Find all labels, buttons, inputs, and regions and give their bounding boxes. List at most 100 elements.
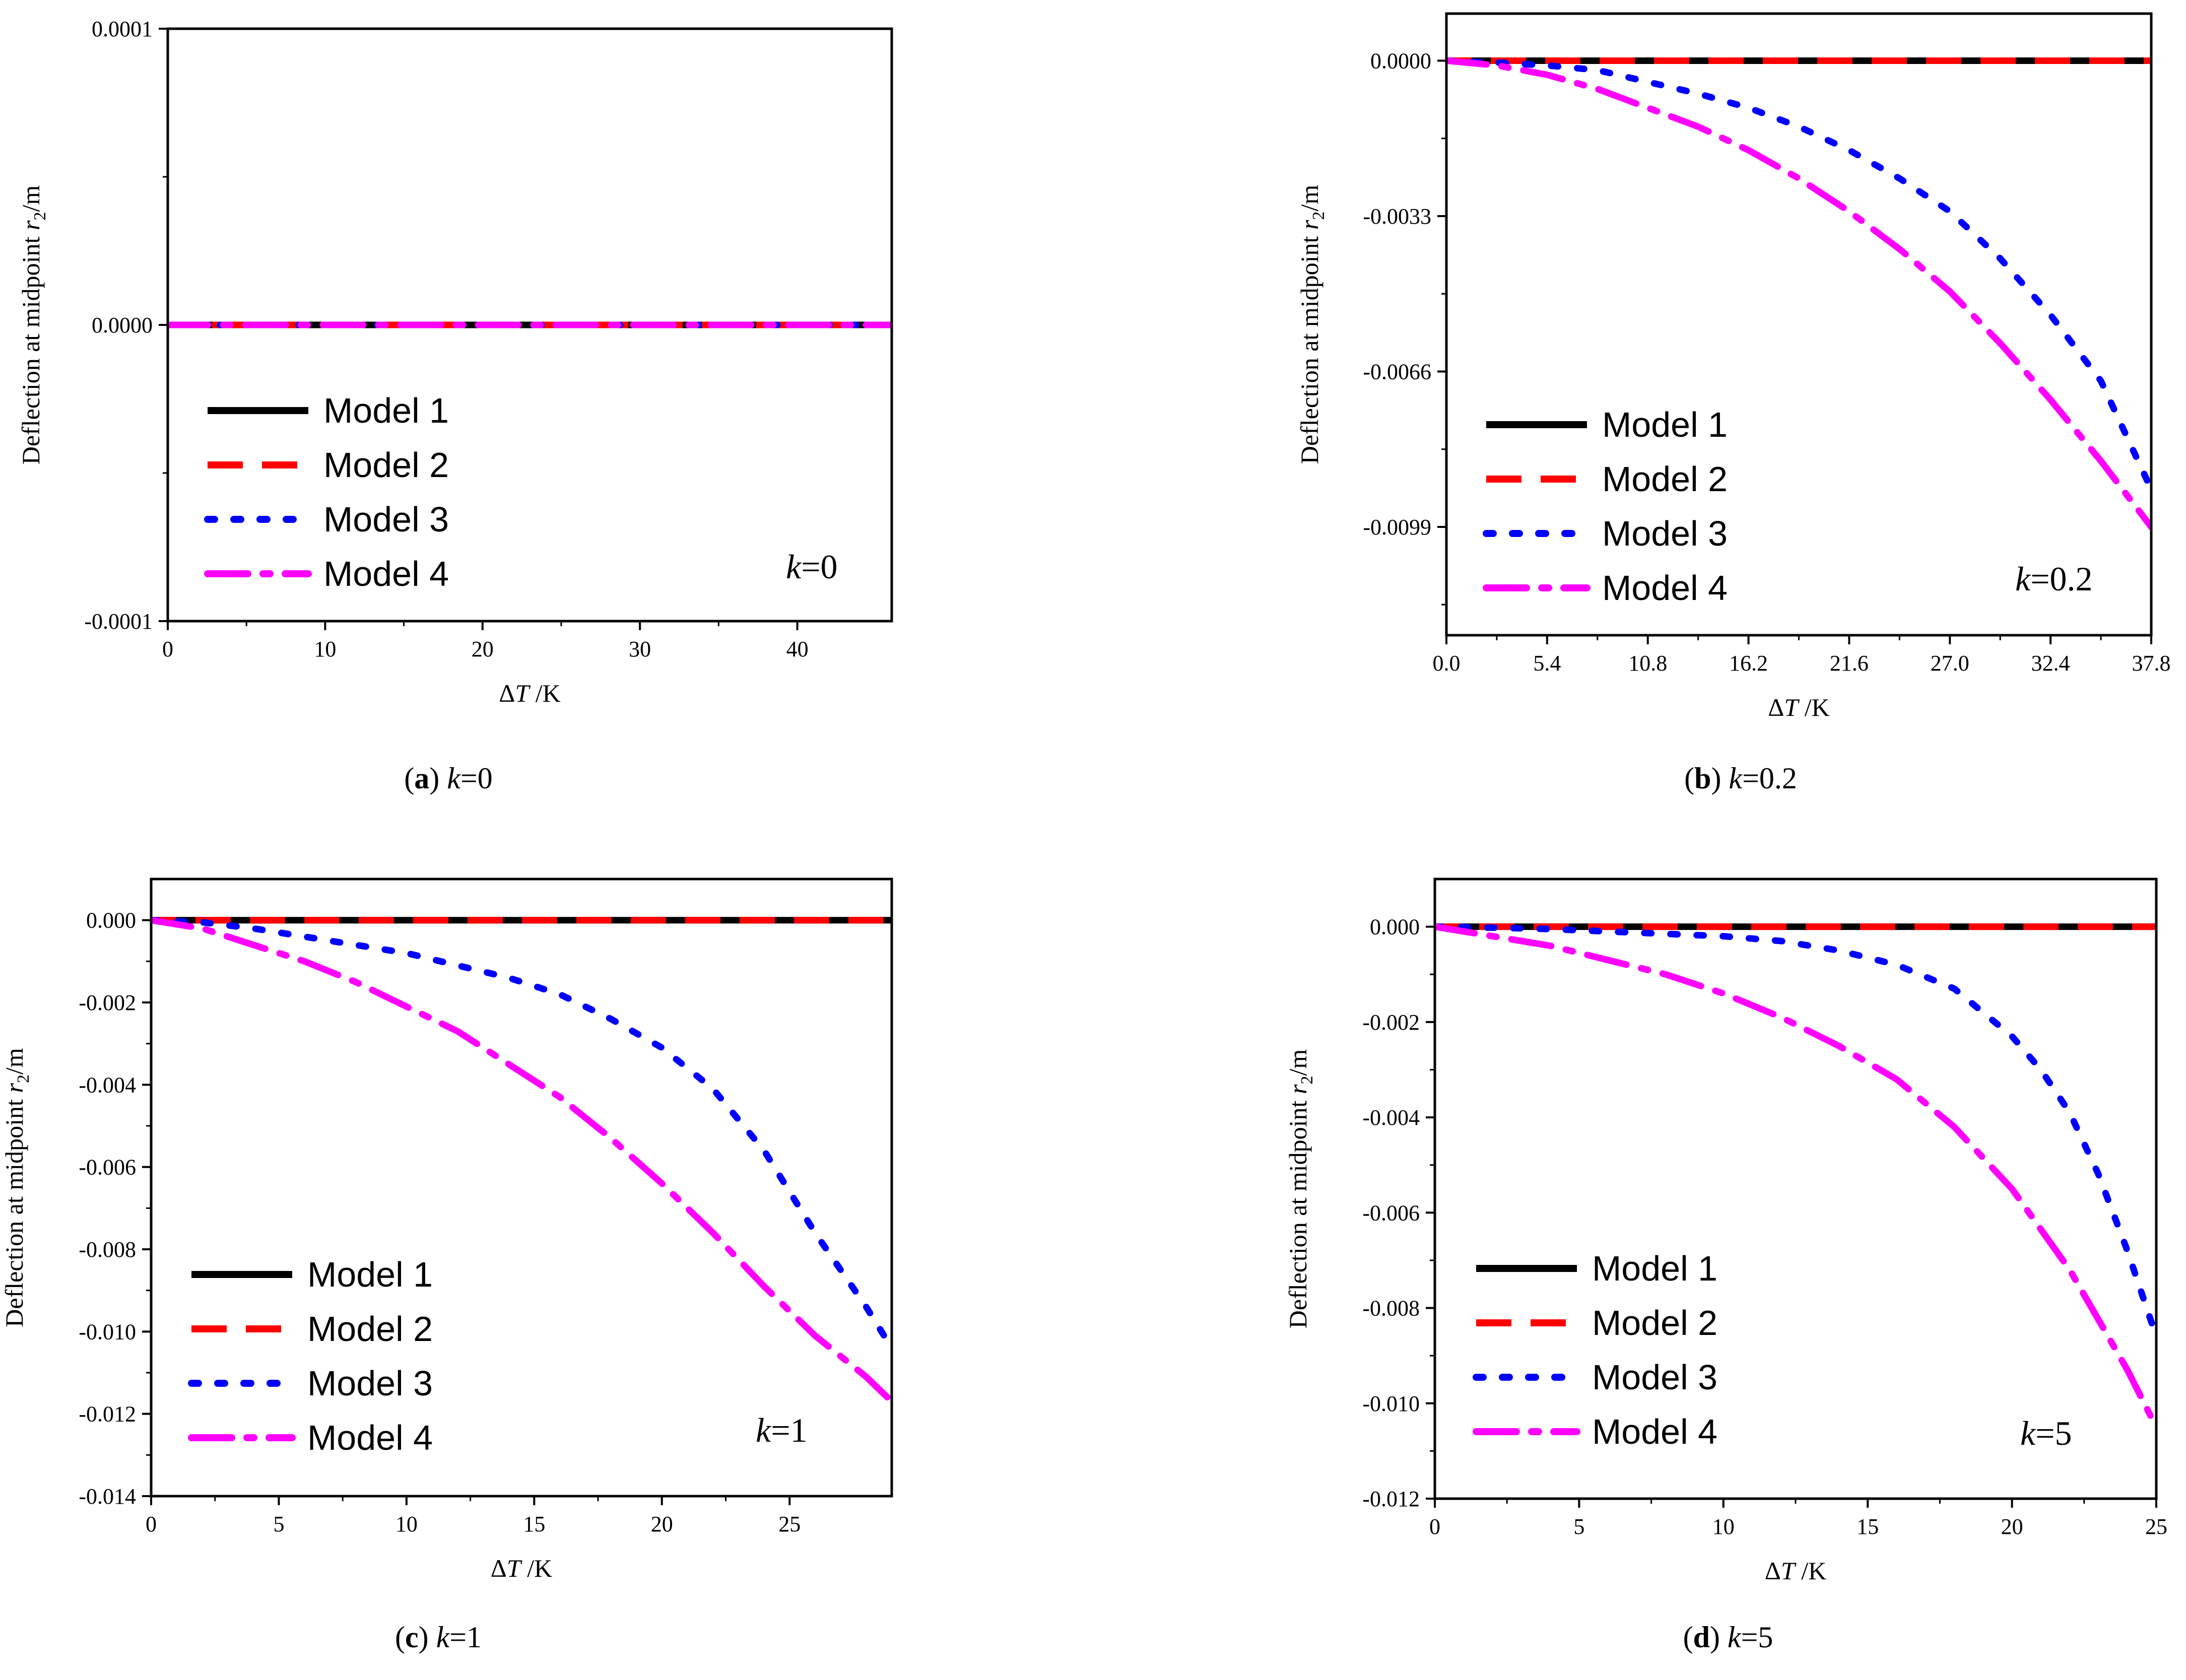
caption-paren-open: (: [395, 1621, 405, 1654]
x-tick-label: 16.2: [1729, 651, 1768, 676]
y-tick-label: -0.010: [1362, 1391, 1420, 1416]
x-axis-title-unit: /K: [1795, 1557, 1827, 1585]
legend-label-model-1: Model 1: [323, 391, 449, 430]
caption-paren-close: ): [429, 762, 447, 795]
x-axis-title-var: T: [507, 1554, 522, 1582]
y-tick-label: -0.0066: [1363, 359, 1431, 384]
caption-letter: a: [414, 762, 429, 795]
y-tick-label: -0.004: [79, 1072, 136, 1097]
x-axis-title: ΔT /K: [1765, 1557, 1826, 1585]
x-tick-label: 21.6: [1830, 651, 1869, 676]
y-axis-title-unit: /m: [17, 185, 45, 212]
caption-paren-open: (: [1683, 1621, 1693, 1654]
y-tick-label: -0.012: [79, 1402, 136, 1427]
y-axis-title-sub: 2: [1298, 1076, 1316, 1085]
panel-annotation-k: k: [786, 548, 802, 586]
chart-panel-b: 0.0 5.4 10.8 16.2 21.6 27.0 32.4 37.8 0.0000 -0.0…: [1295, 12, 2171, 795]
x-tick-label: 10: [1712, 1514, 1735, 1539]
y-tick-label: -0.004: [1362, 1105, 1420, 1130]
y-tick-label: 0.0000: [92, 313, 153, 338]
caption-k: k: [1728, 1621, 1742, 1654]
legend-label-model-4: Model 4: [307, 1418, 433, 1457]
caption-paren-close: ): [419, 1621, 436, 1654]
y-axis-title-var: r: [1295, 220, 1323, 230]
caption-k: k: [436, 1621, 450, 1654]
series-group: [1435, 923, 2156, 1431]
y-axis-title: Deflection at midpoint r2/m: [1295, 185, 1328, 464]
y-tick-label: -0.014: [79, 1484, 136, 1509]
legend-label-model-4: Model 4: [1592, 1412, 1717, 1451]
plot-frame: [150, 878, 893, 1498]
y-tick-label: -0.002: [79, 990, 136, 1015]
y-axis-title-text: Deflection at midpoint: [1295, 230, 1323, 464]
panel-annotation-value: =0: [801, 548, 837, 586]
panel-caption: (c) k=1: [395, 1621, 482, 1654]
y-axis-title-unit: /m: [0, 1048, 28, 1074]
x-axis-title-delta: Δ: [491, 1554, 507, 1582]
y-axis-title-var: r: [0, 1083, 28, 1093]
x-tick-label: 20: [2001, 1514, 2023, 1539]
x-axis-title-unit: /K: [529, 679, 561, 707]
y-tick-label: 0.0001: [92, 17, 153, 41]
legend-label-model-3: Model 3: [1602, 514, 1728, 553]
legend: Model 1 Model 2 Model 3 Model 4: [1483, 405, 1728, 608]
legend-label-model-3: Model 3: [307, 1364, 433, 1403]
x-tick-label: 0: [162, 637, 173, 661]
x-axis-title: ΔT /K: [1768, 693, 1829, 721]
x-axis-title-delta: Δ: [1768, 693, 1784, 721]
caption-letter: b: [1694, 762, 1711, 795]
panel-annotation: k=0.2: [2015, 560, 2093, 598]
y-axis-title-text: Deflection at midpoint: [0, 1093, 28, 1327]
x-tick-label: 20: [651, 1512, 673, 1536]
y-axis-title-sub: 2: [31, 212, 49, 221]
legend-label-model-2: Model 2: [323, 445, 449, 485]
y-tick-label: 0.000: [86, 908, 136, 933]
y-axis-title-var: r: [1284, 1084, 1312, 1094]
x-tick-label: 25: [2145, 1514, 2167, 1539]
plot-frame: [1433, 878, 2158, 1500]
y-axis-title-unit: /m: [1295, 185, 1323, 212]
series-line-model-3: [1446, 57, 2151, 493]
y-axis-title-text: Deflection at midpoint: [1284, 1094, 1312, 1328]
y-tick-label: -0.006: [79, 1155, 136, 1180]
legend-label-model-1: Model 1: [307, 1255, 433, 1294]
legend-label-model-2: Model 2: [307, 1309, 433, 1349]
x-axis-title-var: T: [515, 679, 531, 707]
series-line-model-3: [151, 917, 892, 1352]
legend: Model 1 Model 2 Model 3 Model 4: [188, 1255, 433, 1457]
legend: Model 1 Model 2 Model 3 Model 4: [1473, 1249, 1717, 1451]
series-line-model-4: [1446, 57, 2151, 530]
legend: Model 1 Model 2 Model 3 Model 4: [204, 391, 449, 593]
plot-frame: [1445, 12, 2153, 637]
caption-paren-close: ): [1710, 1621, 1728, 1654]
legend-label-model-1: Model 1: [1602, 405, 1728, 444]
series-line-model-4: [151, 917, 892, 1405]
x-axis-title-delta: Δ: [499, 679, 515, 707]
caption-k: k: [447, 762, 461, 795]
legend-label-model-2: Model 2: [1592, 1303, 1717, 1342]
y-tick-label: -0.006: [1362, 1200, 1420, 1225]
y-tick-label: -0.0099: [1363, 515, 1431, 540]
x-axis-title: ΔT /K: [491, 1554, 552, 1582]
caption-letter: c: [405, 1621, 419, 1654]
x-axis-title-var: T: [1781, 1557, 1797, 1585]
caption-value: =0.2: [1742, 762, 1797, 795]
panel-annotation-k: k: [756, 1411, 772, 1449]
caption-letter: d: [1693, 1621, 1710, 1654]
legend-label-model-3: Model 3: [323, 500, 449, 539]
x-tick-label: 32.4: [2031, 651, 2070, 676]
y-axis-title: Deflection at midpoint r2/m: [1284, 1049, 1316, 1329]
x-tick-label: 0: [1429, 1514, 1440, 1539]
x-axis-title-delta: Δ: [1765, 1557, 1781, 1585]
panel-annotation-value: =1: [771, 1411, 807, 1449]
x-tick-label: 5: [1573, 1514, 1584, 1539]
x-tick-label: 15: [1857, 1514, 1879, 1539]
x-tick-label: 27.0: [1931, 651, 1969, 676]
x-tick-label: 0.0: [1433, 651, 1461, 676]
chart-panel-a: 0 10 20 30 40 0.0001 0.0000 -0.0001 ΔT /K Deflect…: [17, 17, 893, 795]
chart-panel-c: 0 5 10 15 20 25 0.000 -0.002 -0.004 -0.006 -0.008 -…: [0, 878, 893, 1654]
panel-annotation: k=1: [756, 1411, 808, 1449]
x-tick-label: 10: [314, 637, 336, 661]
series-group: [151, 917, 892, 1405]
